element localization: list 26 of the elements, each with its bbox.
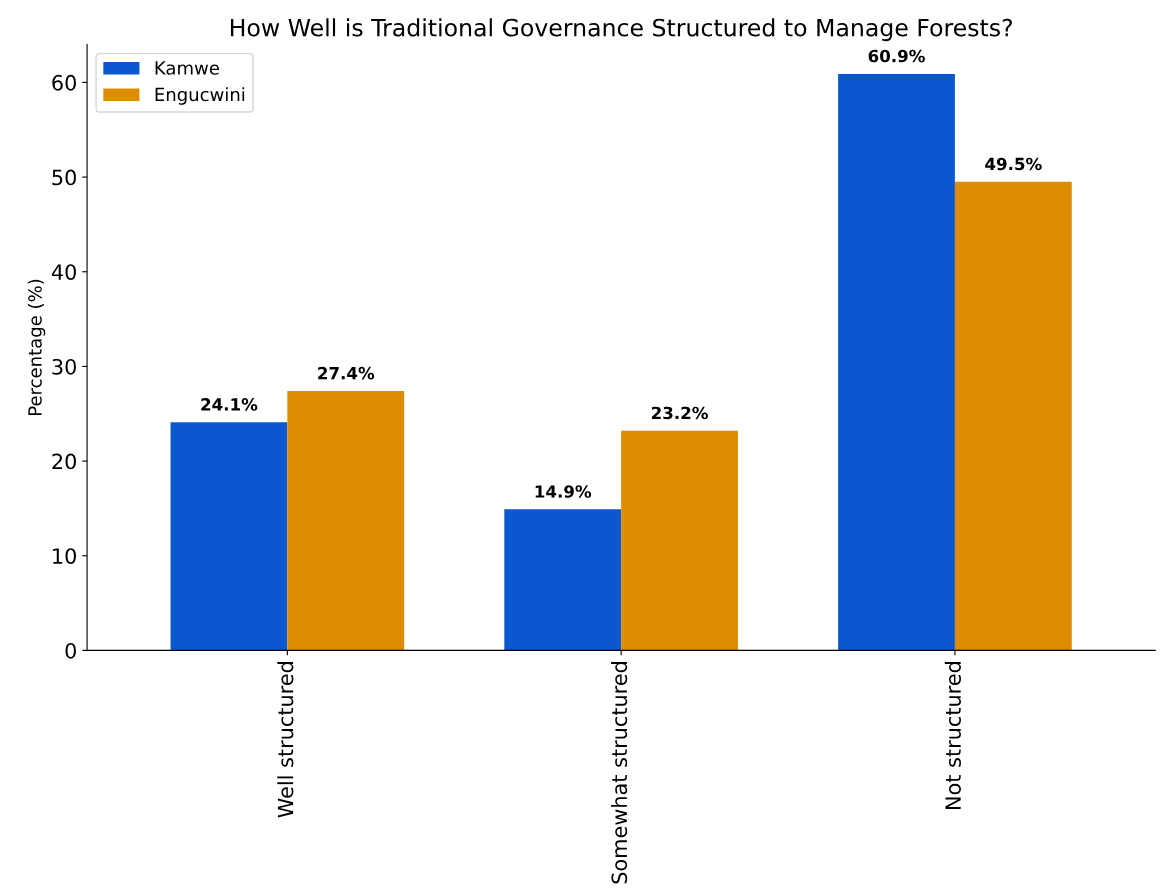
data-label: 23.2% [651, 406, 708, 420]
legend-label: Engucwini [155, 87, 245, 105]
y-tick-label: 60 [52, 74, 76, 91]
y-tick-label: 30 [52, 358, 76, 375]
data-label: 24.1% [201, 398, 258, 411]
x-tick-label: Well structured [277, 662, 294, 818]
legend-label: Kamwe [155, 61, 219, 75]
y-tick-label: 40 [51, 264, 76, 280]
y-axis-title: Percentage (%) [27, 279, 46, 415]
bar [954, 181, 1072, 651]
data-label: 14.9% [535, 485, 592, 498]
bar [170, 422, 288, 651]
bar [287, 391, 405, 651]
x-tick-label: Somewhat structured [611, 662, 628, 884]
bar [621, 430, 738, 651]
y-tick-label: 20 [52, 453, 76, 470]
bar [838, 73, 955, 651]
data-label: 60.9% [868, 49, 925, 63]
bar [504, 509, 622, 651]
data-label: 27.4% [318, 366, 375, 380]
data-label: 49.5% [985, 157, 1042, 171]
y-tick-label: 10 [53, 548, 76, 564]
y-tick-label: 50 [52, 169, 76, 186]
x-tick-label: Not structured [944, 662, 961, 809]
chart-title: How Well is Traditional Governance Structured to Manage Forests? [230, 18, 1012, 42]
y-tick-label: 0 [65, 642, 76, 659]
